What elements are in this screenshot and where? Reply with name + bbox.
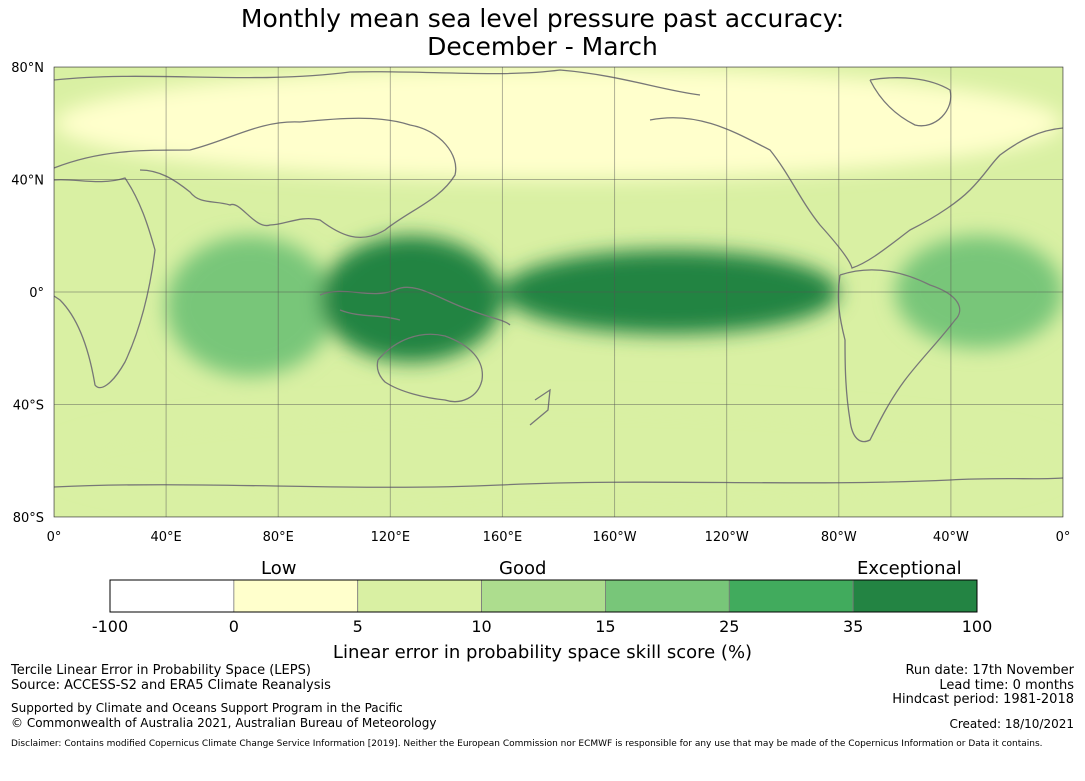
x-tick-label: 80°W (821, 530, 857, 545)
x-tick-label: 120°W (705, 530, 749, 545)
x-tick-label: 0° (47, 530, 62, 545)
disclaimer: Disclaimer: Contains modified Copernicus… (11, 739, 1043, 749)
x-tick-label: 120°E (371, 530, 411, 545)
coastlines (54, 69, 1063, 488)
colorbar-category-low: Low (261, 558, 297, 579)
x-tick-label: 40°E (150, 530, 181, 545)
skill-regions (54, 67, 1063, 517)
footer-created: Created: 18/10/2021 (949, 717, 1074, 731)
x-tick-label: 40°W (933, 530, 969, 545)
colorbar-tick-label: 35 (842, 617, 864, 636)
colorbar-category-good: Good (499, 558, 547, 579)
colorbar-cell (728, 579, 854, 613)
y-axis-ticks: 80°N 40°N 0° 40°S 80°S (11, 61, 44, 526)
y-tick-label: 80°N (11, 61, 44, 76)
coastline-siberia (54, 69, 701, 96)
x-tick-label: 160°E (483, 530, 523, 545)
map-area (54, 67, 1063, 517)
x-axis-ticks: 0° 40°E 80°E 120°E 160°E 160°W 120°W 80°W 40°W 0° (47, 530, 1071, 545)
skill-region-maritime-continent (320, 235, 503, 363)
colorbar-title: Linear error in probability space skill … (332, 642, 753, 663)
map-frame (53, 66, 1064, 518)
colorbar-cell (481, 579, 606, 613)
skill-region-southern-ocean (54, 404, 1063, 517)
colorbar-tick-label: 100 (961, 617, 993, 636)
chart-title-line2: December - March (427, 32, 658, 61)
colorbar-cell (357, 579, 482, 613)
footer-support: Supported by Climate and Oceans Support … (11, 701, 403, 715)
colorbar-cell (233, 579, 359, 613)
y-tick-label: 0° (29, 286, 44, 301)
x-tick-label: 0° (1056, 530, 1071, 545)
y-tick-label: 40°N (11, 174, 44, 189)
coastline-north-america (649, 117, 1063, 269)
colorbar-tick-label: 15 (595, 617, 616, 636)
colorbar-tick-label: 10 (471, 617, 492, 636)
y-tick-label: 80°S (13, 511, 44, 526)
skill-region-equatorial-pacific (502, 249, 839, 335)
y-tick-label: 40°S (13, 399, 44, 414)
skill-region-indian-ocean (166, 235, 335, 377)
colorbar-tick-label: -100 (91, 617, 129, 636)
coastline-africa (54, 177, 156, 389)
coastline-antarctica (54, 477, 1063, 488)
colorbar-tick-label: 5 (352, 617, 363, 636)
colorbar (109, 579, 978, 613)
x-tick-label: 160°W (592, 530, 636, 545)
colorbar-tick-label: 0 (228, 617, 239, 636)
x-tick-label: 80°E (263, 530, 294, 545)
colorbar-cell (605, 579, 730, 613)
coastline-eurasia (54, 117, 457, 239)
coastline-maritime-continent (319, 286, 511, 326)
colorbar-category-exceptional: Exceptional (857, 558, 962, 579)
footer-source: Source: ACCESS-S2 and ERA5 Climate Reana… (11, 678, 331, 693)
footer-method: Tercile Linear Error in Probability Spac… (11, 663, 311, 678)
colorbar-tick-label: 25 (719, 617, 740, 636)
coastline-new-zealand (529, 388, 551, 426)
footer-run-date: Run date: 17th November (905, 663, 1074, 678)
chart-title-line1: Monthly mean sea level pressure past acc… (240, 4, 845, 33)
coastline-greenland (869, 77, 952, 127)
skill-region-tropical-atlantic (894, 235, 1063, 349)
footer-hindcast-period: Hindcast period: 1981-2018 (892, 692, 1074, 707)
skill-region-high-latitudes (54, 67, 1063, 180)
colorbar-cell (852, 579, 978, 613)
map-gridlines (54, 67, 1063, 517)
coastline-australia (376, 333, 483, 403)
colorbar-frame (109, 579, 978, 613)
coastline-south-america (837, 269, 961, 443)
footer-lead-time: Lead time: 0 months (939, 678, 1074, 693)
footer-copyright: © Commonwealth of Australia 2021, Austra… (11, 716, 437, 730)
colorbar-cell (109, 579, 235, 613)
